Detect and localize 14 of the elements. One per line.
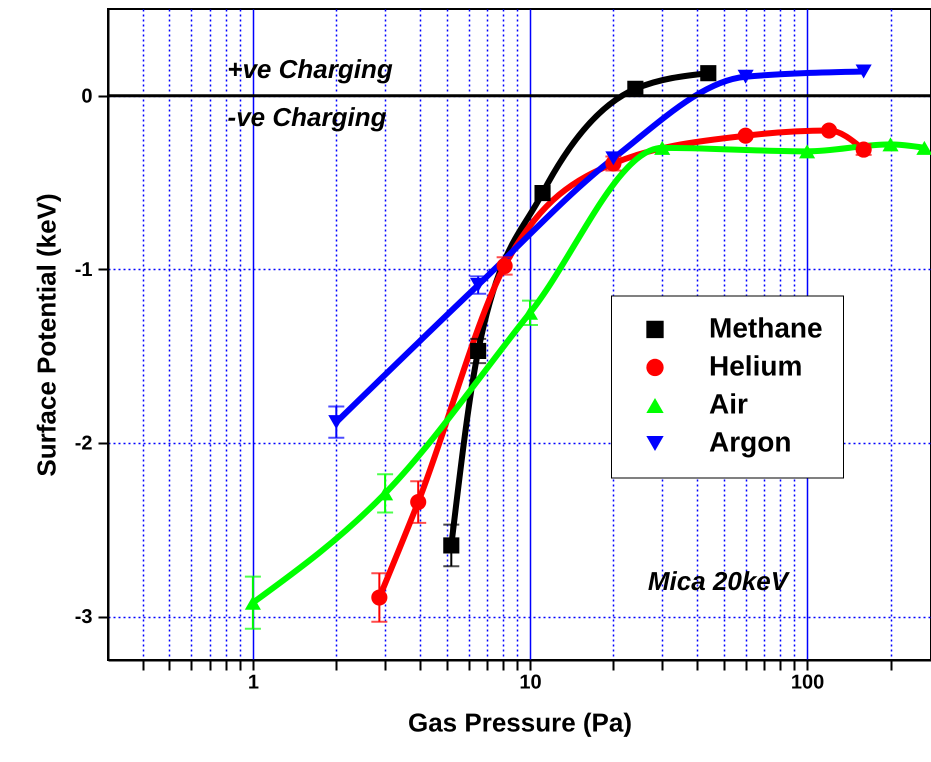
annotation: Mica 20keV bbox=[648, 566, 791, 596]
x-tick-label: 100 bbox=[790, 672, 824, 694]
legend-label: Air bbox=[709, 388, 748, 420]
x-tick-label: 10 bbox=[519, 672, 542, 694]
y-tick-label: 0 bbox=[81, 85, 92, 108]
x-axis-title: Gas Pressure (Pa) bbox=[408, 708, 632, 738]
legend-label: Methane bbox=[709, 312, 823, 344]
legend-label: Helium bbox=[709, 350, 802, 382]
y-axis-title: Surface Potential (keV) bbox=[32, 193, 62, 477]
y-tick-label: -3 bbox=[74, 606, 92, 628]
x-tick-label: 1 bbox=[248, 672, 259, 694]
legend-label: Argon bbox=[709, 426, 792, 458]
y-tick-label: -1 bbox=[74, 258, 92, 281]
y-tick-label: -2 bbox=[74, 432, 92, 454]
